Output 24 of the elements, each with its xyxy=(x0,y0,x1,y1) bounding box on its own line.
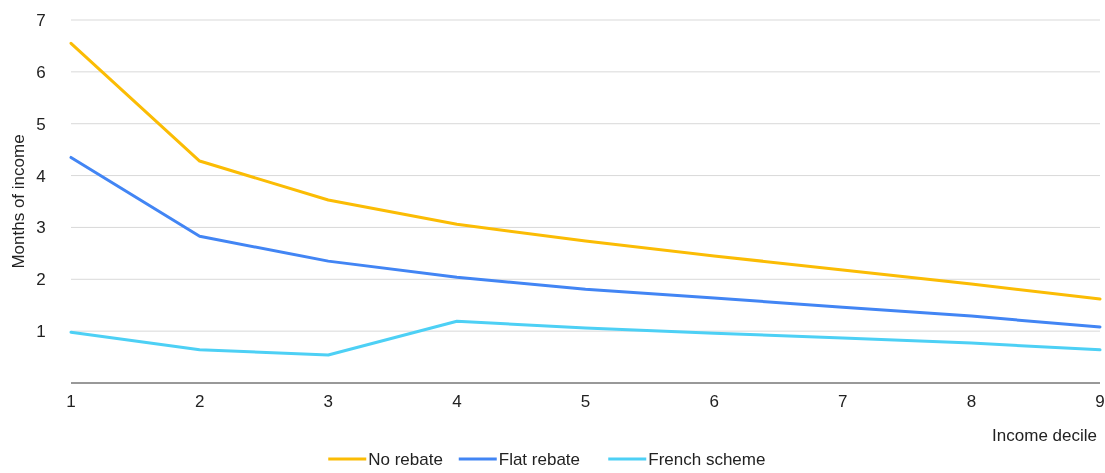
y-tick-label: 7 xyxy=(36,10,46,30)
legend-label: No rebate xyxy=(368,450,443,469)
x-axis-title: Income decile xyxy=(992,426,1097,445)
x-tick-label: 5 xyxy=(580,392,591,411)
y-tick-label: 1 xyxy=(36,322,46,342)
legend-label: Flat rebate xyxy=(498,450,581,469)
y-tick-label: 4 xyxy=(36,166,46,186)
line-series xyxy=(69,155,1102,329)
x-tick-label: 7 xyxy=(838,392,848,411)
x-tick-label: 6 xyxy=(709,392,719,411)
x-tick-label: 8 xyxy=(966,392,977,411)
line-series xyxy=(69,319,1102,357)
y-tick-label: 6 xyxy=(36,62,46,82)
y-tick-label: 2 xyxy=(36,270,46,290)
x-tick-label: 2 xyxy=(194,392,205,411)
y-axis-title: Months of income xyxy=(9,134,28,269)
y-tick-label: 3 xyxy=(36,218,46,238)
line-series xyxy=(69,41,1102,301)
y-tick-label: 5 xyxy=(36,114,46,134)
x-tick-label: 3 xyxy=(323,392,333,411)
x-tick-label: 9 xyxy=(1095,392,1105,411)
x-tick-label: 1 xyxy=(66,392,76,411)
legend-label: French scheme xyxy=(648,450,766,469)
x-tick-label: 4 xyxy=(452,392,462,411)
